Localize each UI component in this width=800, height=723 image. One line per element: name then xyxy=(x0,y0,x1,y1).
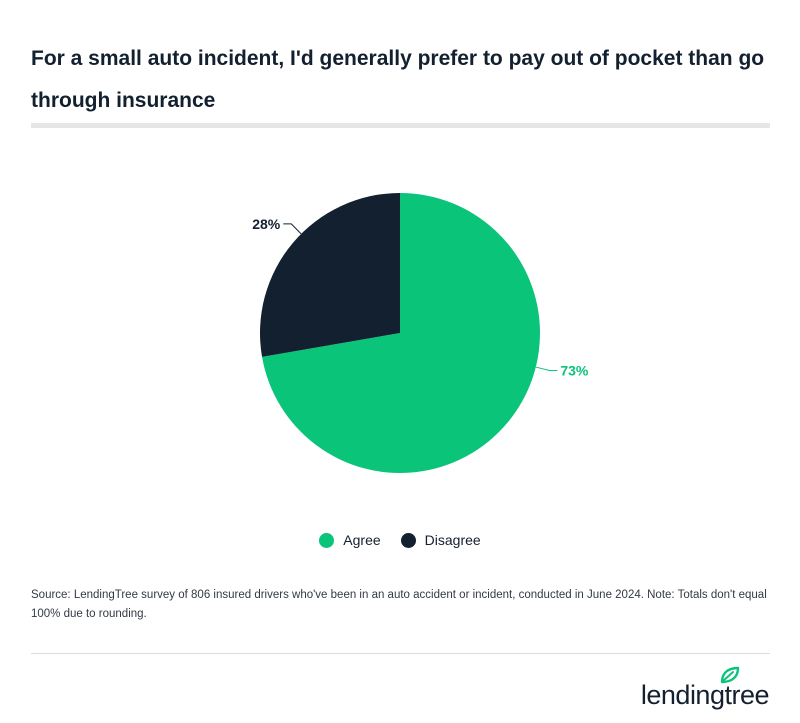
legend-swatch-disagree xyxy=(400,532,416,548)
leaf-icon xyxy=(720,666,740,684)
pie-chart: 73% 28% xyxy=(252,193,589,473)
title-divider xyxy=(31,123,770,128)
chart-title: For a small auto incident, I'd generally… xyxy=(31,47,765,112)
footer-divider xyxy=(31,653,770,654)
data-label-agree: 73% xyxy=(560,362,589,378)
data-label-disagree: 28% xyxy=(252,216,281,232)
data-label-disagree-leader-line xyxy=(283,223,302,235)
pie-slice-disagree[interactable] xyxy=(260,193,400,357)
lendingtree-logo: lendingtree xyxy=(640,666,770,710)
data-label-agree-leader-line xyxy=(535,366,558,371)
source-note: Source: LendingTree survey of 806 insure… xyxy=(31,589,767,620)
legend-label-disagree: Disagree xyxy=(424,532,481,548)
legend: Agree Disagree xyxy=(0,532,800,548)
logo-text: lendingtree xyxy=(640,680,770,710)
legend-item-disagree[interactable]: Disagree xyxy=(400,532,481,548)
legend-item-agree[interactable]: Agree xyxy=(319,532,381,548)
legend-swatch-agree xyxy=(319,532,335,548)
pie-slice-agree[interactable] xyxy=(262,193,540,473)
legend-label-agree: Agree xyxy=(343,532,381,548)
